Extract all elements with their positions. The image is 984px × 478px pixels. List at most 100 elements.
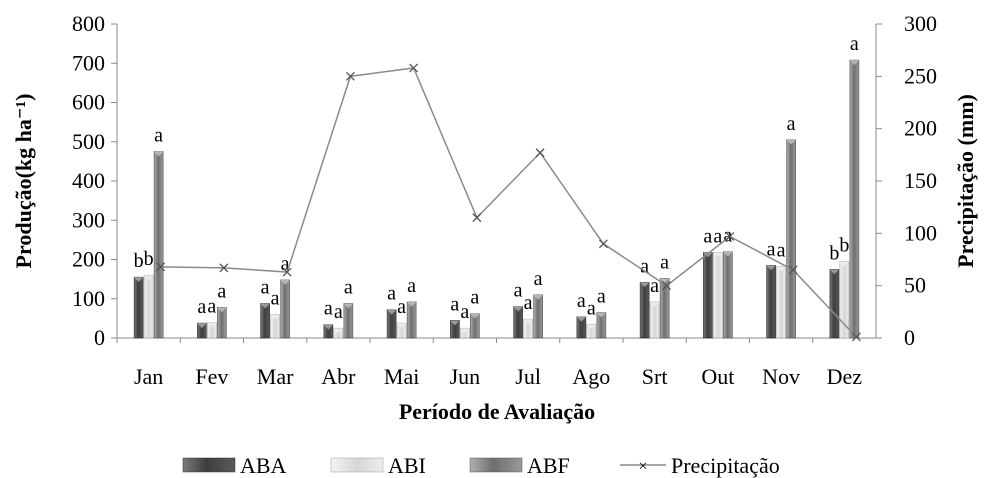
y-tick-label-right: 250	[904, 63, 937, 88]
x-category-label: Abr	[321, 364, 356, 389]
bar-aba	[639, 281, 650, 339]
significance-label: a	[407, 275, 416, 297]
precipitation-marker-stroke	[725, 232, 735, 241]
legend-label-abf: ABF	[527, 453, 570, 478]
bar-bevel	[407, 301, 417, 307]
bar-aba	[576, 316, 587, 339]
x-axis-title: Período de Avaliação	[399, 399, 595, 424]
bar-bevel	[533, 294, 543, 300]
y-tick-label-left: 200	[72, 247, 105, 272]
significance-label: a	[450, 293, 459, 315]
y-tick-label-left: 600	[72, 90, 105, 115]
precipitation-marker-stroke	[409, 63, 419, 73]
precipitation-line	[156, 63, 861, 342]
bars	[133, 59, 860, 339]
significance-label: a	[713, 225, 722, 247]
bar-abi	[143, 274, 154, 339]
x-category-label: Jun	[450, 364, 481, 389]
bar-abf	[533, 294, 543, 339]
legend-item-aba: ABA	[182, 453, 287, 478]
bar-abf	[280, 279, 290, 339]
bar-abi	[649, 301, 660, 339]
bar-bevel	[470, 313, 480, 319]
bar-aba	[766, 265, 776, 339]
x-category-label: Dez	[827, 364, 863, 389]
precipitation-marker-stroke	[535, 148, 545, 158]
bar-bevel	[134, 277, 144, 283]
y-tick-label-right: 150	[904, 168, 937, 193]
significance-label: a	[640, 255, 649, 277]
bar-abi	[333, 327, 344, 339]
bar-bevel	[144, 275, 154, 281]
bar-bevel	[776, 266, 786, 272]
significance-label: a	[387, 283, 396, 305]
bar-aba	[450, 320, 460, 339]
precipitation-point	[851, 332, 861, 342]
precipitation-marker-stroke	[156, 262, 166, 272]
significance-label: b	[144, 248, 154, 270]
bar-abf	[723, 251, 733, 339]
significance-label: a	[597, 285, 606, 307]
legend-label-aba: ABA	[240, 453, 287, 478]
precipitation-point	[472, 213, 482, 223]
bar-bevel	[586, 324, 596, 330]
bar-abf	[406, 301, 417, 339]
significance-label: a	[271, 287, 280, 309]
precipitation-marker-stroke	[472, 213, 482, 223]
significance-label: a	[660, 251, 669, 273]
significance-label: a	[261, 276, 270, 298]
significance-label: a	[703, 225, 712, 247]
precipitation-point	[156, 262, 166, 272]
y-tick-label-right: 100	[904, 220, 937, 245]
bar-abf	[470, 313, 480, 339]
x-category-label: Mai	[384, 364, 419, 389]
bar-aba	[513, 306, 523, 339]
x-category-label: Jul	[515, 364, 541, 389]
y-tick-label-left: 500	[72, 129, 105, 154]
bar-bevel	[217, 307, 227, 313]
bar-aba	[133, 276, 144, 339]
significance-label: a	[324, 298, 333, 320]
bar-abi	[396, 322, 407, 339]
precipitation-marker-stroke	[282, 267, 292, 277]
precipitation-point	[409, 63, 419, 73]
precipitation-polyline	[160, 67, 857, 338]
bar-abf	[596, 312, 607, 339]
bar-bevel	[260, 303, 270, 309]
precipitation-point	[282, 267, 292, 277]
bar-abf	[786, 139, 796, 339]
precipitation-point	[535, 148, 545, 158]
bar-abf	[153, 151, 164, 339]
y-tick-label-left: 300	[72, 207, 105, 232]
axes	[116, 24, 877, 339]
precipitation-marker-stroke	[219, 263, 229, 273]
bar-bevel	[513, 306, 523, 312]
bar-bevel	[596, 312, 606, 318]
bar-bevel	[829, 269, 839, 275]
x-category-label: Nov	[762, 364, 800, 389]
y-ticks-right: 0 50 100 150 200 250 300	[876, 11, 937, 350]
legend-swatch-abf	[469, 457, 523, 473]
y-ticks-left: 0 100 200 300 400 500 600 700 800	[72, 11, 117, 350]
y-tick-label-right: 200	[904, 116, 937, 141]
bar-bevel	[397, 323, 407, 329]
x-category-label: Mar	[257, 364, 294, 389]
bar-bevel	[450, 320, 460, 326]
significance-label: a	[777, 240, 786, 262]
y-tick-label-left: 400	[72, 168, 105, 193]
bar-abf	[343, 303, 354, 339]
bar-bevel	[154, 151, 164, 157]
significance-label: a	[207, 295, 216, 317]
bar-bevel	[333, 328, 343, 334]
legend-swatch-aba	[182, 457, 236, 473]
bar-bevel	[280, 279, 290, 285]
bar-bevel	[766, 265, 776, 271]
bar-abi	[460, 327, 470, 339]
bar-bevel	[839, 261, 849, 267]
bar-abf	[659, 278, 670, 339]
significance-label: a	[344, 276, 353, 298]
bar-aba	[260, 303, 270, 339]
significance-label: a	[460, 301, 469, 323]
bar-abi	[586, 323, 597, 339]
y-axis-title-right: Precipitação (mm)	[953, 94, 978, 268]
